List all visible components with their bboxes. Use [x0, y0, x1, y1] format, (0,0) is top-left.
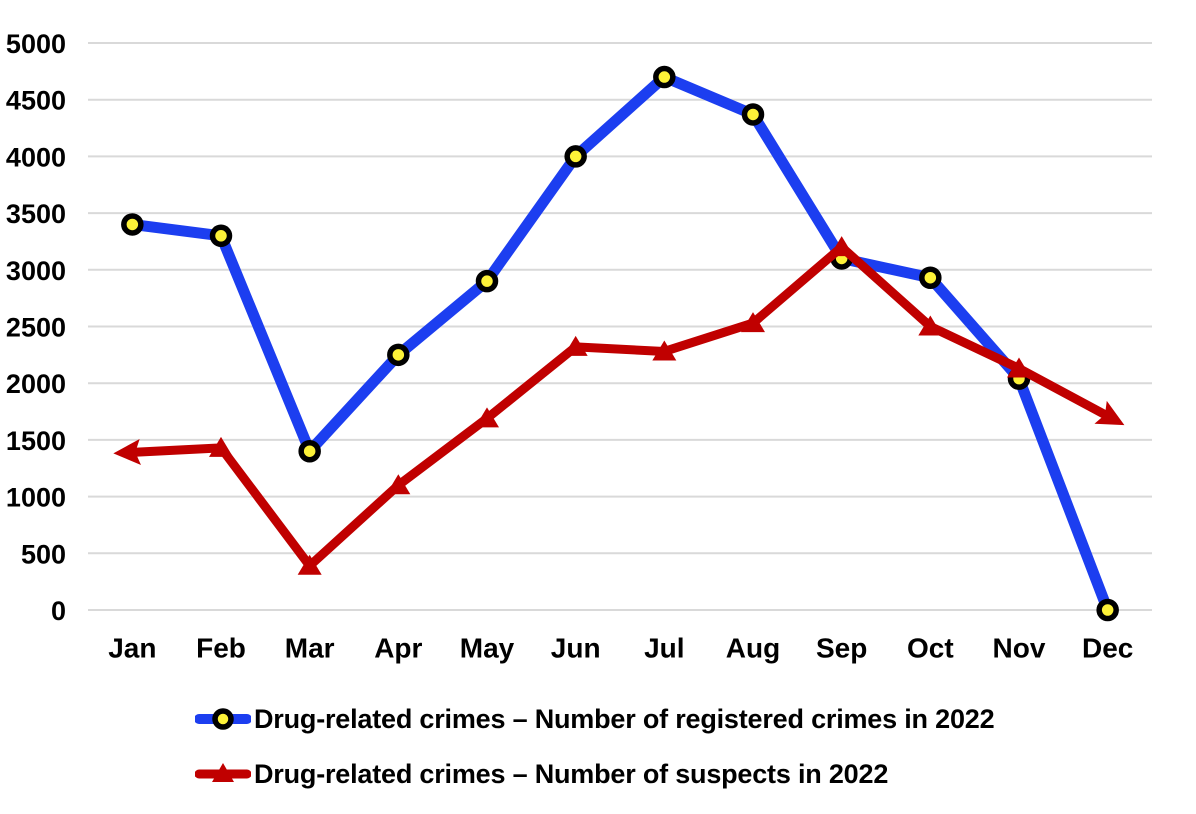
y-axis-tick-label: 2000	[6, 369, 66, 399]
triangle-data-marker	[563, 335, 588, 356]
x-axis-tick-label: Dec	[1082, 633, 1133, 664]
circle-data-marker	[298, 439, 321, 463]
legend-item-registered-crimes: Drug-related crimes – Number of register…	[195, 702, 995, 736]
y-axis-tick-label: 3500	[6, 199, 66, 229]
x-axis-tick-label: Jun	[551, 633, 601, 664]
legend-label-registered-crimes: Drug-related crimes – Number of register…	[254, 703, 995, 734]
circle-data-marker	[564, 145, 587, 168]
legend-item-suspects: Drug-related crimes – Number of suspects…	[195, 757, 994, 791]
circle-data-marker	[121, 213, 144, 236]
x-axis-tick-label: Mar	[285, 633, 335, 664]
circle-data-marker	[475, 269, 499, 293]
triangle-data-marker	[209, 436, 233, 457]
triangle-data-marker	[475, 407, 499, 428]
triangle-data-marker	[1007, 357, 1031, 378]
y-axis-tick-label: 2500	[6, 313, 66, 343]
y-axis-tick-label: 4000	[6, 142, 66, 172]
circle-data-marker	[741, 103, 765, 126]
series-line-1	[127, 242, 1113, 571]
y-axis-tick-label: 3000	[6, 256, 66, 286]
x-axis-tick-label: Jan	[108, 633, 156, 664]
x-axis-tick-label: Jul	[644, 633, 684, 664]
arrow-end-marker	[1094, 400, 1125, 426]
triangle-data-marker	[918, 315, 943, 336]
chart-plot-area: 0 500 1000 1500 2000 2500 3000 3500 4000 4500 5000…	[6, 29, 1152, 664]
y-axis-tick-label: 1500	[6, 426, 66, 456]
x-axis-tick-label: Feb	[196, 633, 246, 664]
circle-data-marker	[653, 65, 676, 89]
legend-label-suspects: Drug-related crimes – Number of suspects…	[254, 758, 889, 789]
circle-data-marker	[387, 343, 410, 367]
legend-marker-circle-icon	[195, 708, 251, 730]
y-axis-tick-label: 500	[21, 539, 66, 569]
legend-marker-triangle-icon	[195, 763, 251, 782]
x-axis-tick-label: Apr	[374, 633, 422, 664]
circle-data-marker	[1096, 598, 1119, 622]
y-axis-tick-label: 5000	[6, 29, 66, 59]
triangle-data-marker	[297, 554, 322, 575]
triangle-data-marker	[741, 312, 765, 333]
x-axis-tick-label: Nov	[993, 633, 1046, 664]
x-axis-tick-label: Sep	[816, 633, 867, 664]
triangle-data-marker	[386, 474, 411, 495]
y-axis-tick-label: 0	[51, 596, 66, 626]
x-axis-tick-label: May	[460, 633, 515, 664]
circle-data-marker	[209, 224, 233, 248]
x-axis-tick-label: Oct	[907, 633, 954, 664]
arrow-end-marker	[113, 438, 141, 465]
circle-data-marker	[919, 266, 942, 289]
y-axis-tick-label: 1000	[6, 483, 66, 513]
y-axis-tick-label: 4500	[6, 86, 66, 116]
triangle-data-marker	[652, 340, 677, 361]
series-line-0	[126, 71, 1114, 616]
chart-legend: Drug-related crimes – Number of register…	[195, 702, 995, 791]
triangle-data-marker	[829, 236, 854, 257]
x-axis-tick-label: Aug	[726, 633, 780, 664]
